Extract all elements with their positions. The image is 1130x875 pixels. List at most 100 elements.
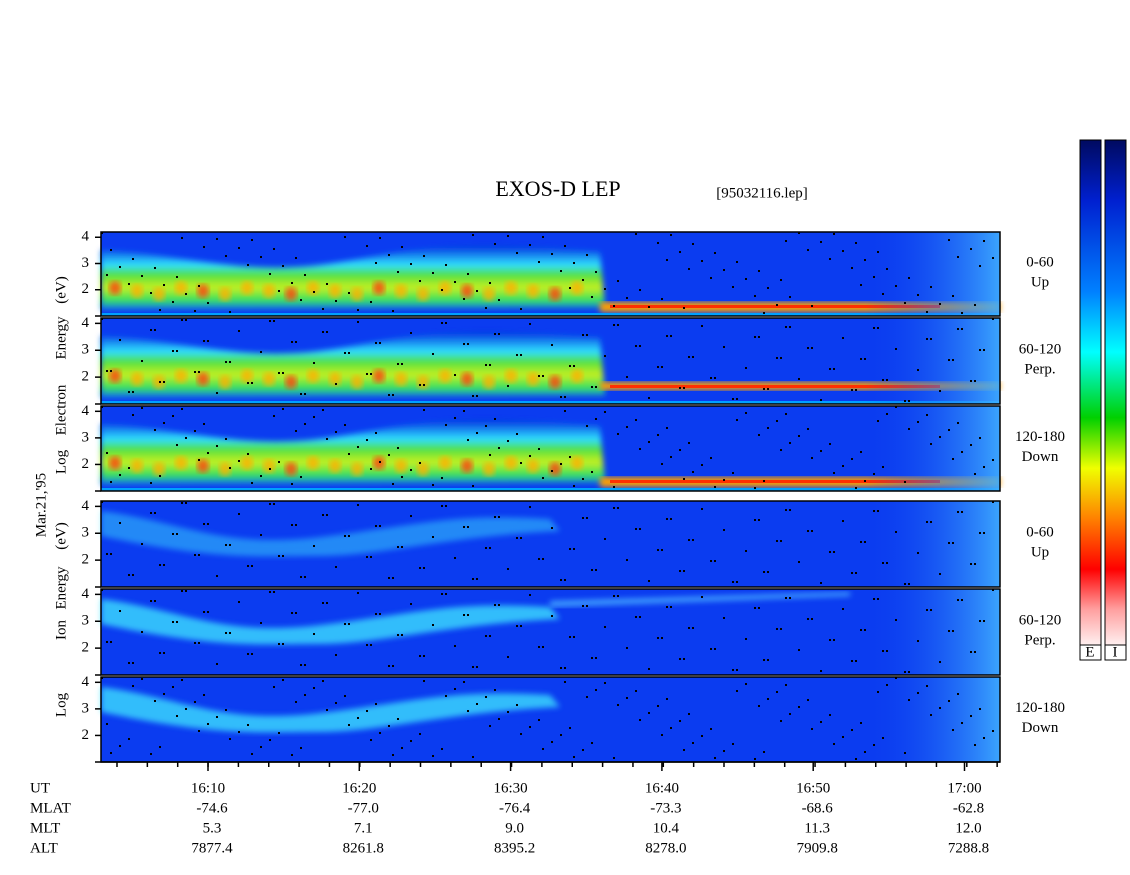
noise — [692, 627, 694, 629]
noise — [489, 364, 491, 366]
noise — [776, 304, 778, 306]
noise — [472, 756, 474, 758]
noise — [688, 713, 690, 715]
axis-label: Ion — [53, 620, 69, 640]
noise — [375, 703, 377, 705]
row-value: 5.3 — [203, 820, 222, 836]
noise — [926, 311, 928, 313]
noise — [194, 642, 196, 644]
noise — [366, 373, 368, 375]
noise — [882, 466, 884, 468]
noise — [842, 520, 844, 522]
noise — [586, 254, 588, 256]
noise — [154, 600, 156, 602]
y-tick-label: 3 — [82, 429, 90, 445]
noise — [701, 464, 703, 466]
panel-direction: Up — [1031, 544, 1049, 560]
noise — [357, 321, 359, 323]
noise — [260, 351, 262, 353]
noise — [269, 320, 271, 322]
noise — [463, 526, 465, 528]
y-tick-label: 4 — [82, 315, 90, 331]
noise — [397, 718, 399, 720]
noise — [181, 319, 183, 321]
noise — [370, 301, 372, 303]
noise — [485, 425, 487, 427]
noise — [159, 564, 161, 566]
noise — [904, 400, 906, 402]
noise — [128, 662, 130, 664]
noise — [181, 237, 183, 239]
noise — [150, 753, 152, 755]
noise — [313, 633, 315, 635]
noise — [472, 395, 474, 397]
noise — [758, 607, 760, 609]
noise — [873, 473, 875, 475]
noise — [970, 380, 972, 382]
noise — [701, 508, 703, 510]
noise — [366, 710, 368, 712]
noise — [291, 483, 293, 485]
edge-fade — [101, 501, 1000, 587]
noise — [401, 634, 403, 636]
row-value: -62.8 — [953, 800, 984, 816]
noise — [714, 486, 716, 488]
noise — [494, 418, 496, 420]
noise — [432, 755, 434, 757]
spectrogram — [101, 232, 1000, 316]
noise — [106, 452, 108, 454]
noise — [313, 545, 315, 547]
noise — [595, 657, 597, 659]
noise — [375, 525, 377, 527]
noise — [335, 300, 337, 302]
panel-range: 120-180 — [1015, 429, 1065, 445]
noise — [454, 645, 456, 647]
row-value: 7909.8 — [797, 840, 838, 856]
noise — [639, 528, 641, 530]
noise — [961, 312, 963, 314]
noise — [551, 741, 553, 743]
noise — [833, 639, 835, 641]
noise — [569, 727, 571, 729]
noise — [688, 539, 690, 541]
noise — [745, 367, 747, 369]
noise — [344, 236, 346, 238]
noise — [229, 361, 231, 363]
noise — [882, 379, 884, 381]
noise — [238, 460, 240, 462]
noise — [829, 551, 831, 553]
noise — [348, 535, 350, 537]
y-tick-label: 4 — [82, 403, 90, 419]
noise — [392, 483, 394, 485]
noise — [613, 507, 615, 509]
noise — [560, 734, 562, 736]
noise — [529, 726, 531, 728]
noise — [172, 621, 174, 623]
noise — [423, 384, 425, 386]
noise — [410, 603, 412, 605]
noise — [961, 511, 963, 513]
noise — [476, 395, 478, 397]
noise — [780, 628, 782, 630]
noise — [785, 597, 787, 599]
noise — [829, 258, 831, 260]
noise — [110, 553, 112, 555]
noise — [251, 653, 253, 655]
noise — [776, 420, 778, 422]
noise — [313, 291, 315, 293]
noise — [683, 307, 685, 309]
noise — [908, 583, 910, 585]
noise — [626, 426, 628, 428]
noise — [273, 503, 275, 505]
noise — [904, 671, 906, 673]
noise — [683, 658, 685, 660]
noise — [110, 752, 112, 754]
noise — [313, 687, 315, 689]
noise — [198, 730, 200, 732]
noise — [410, 263, 412, 265]
noise — [207, 452, 209, 454]
noise — [203, 423, 205, 425]
noise — [516, 625, 518, 627]
noise — [472, 578, 474, 580]
noise — [101, 318, 103, 320]
